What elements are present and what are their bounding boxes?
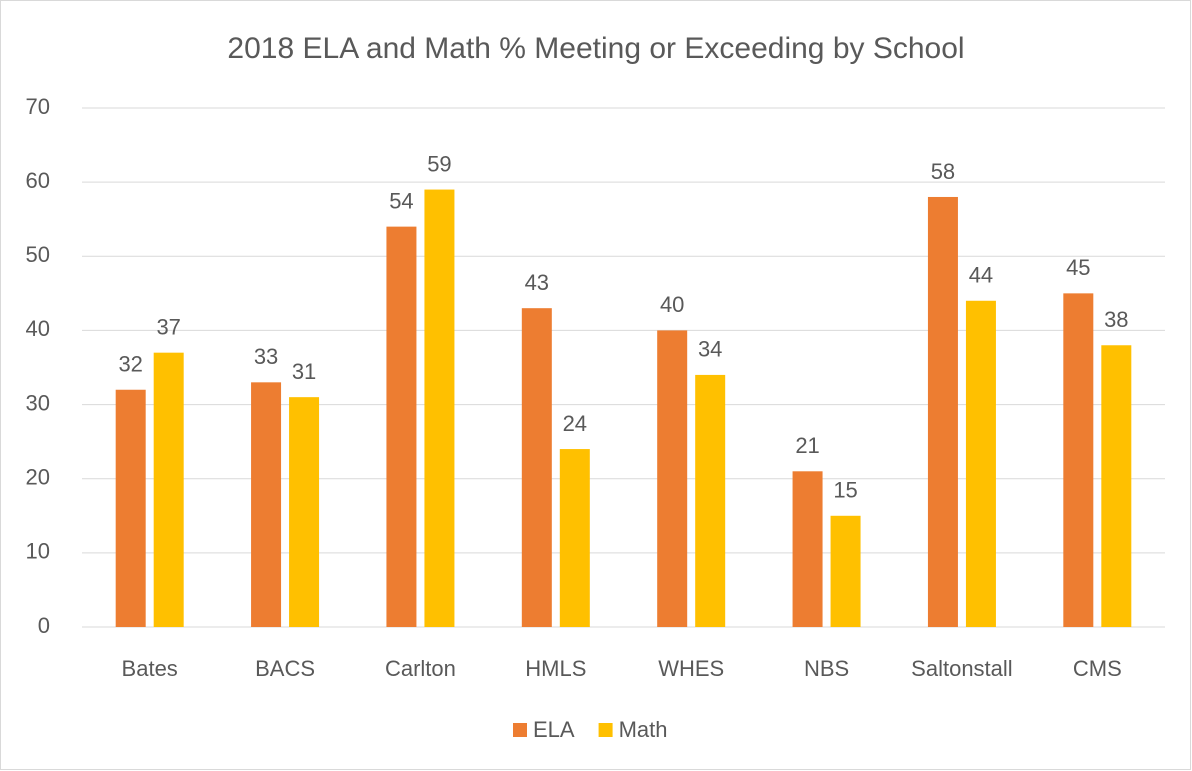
data-label: 40 bbox=[660, 292, 684, 317]
y-tick-label: 70 bbox=[26, 94, 50, 119]
data-label: 37 bbox=[156, 314, 180, 339]
y-tick-label: 20 bbox=[26, 465, 50, 490]
bar bbox=[559, 449, 590, 627]
bar bbox=[521, 308, 552, 627]
data-label: 32 bbox=[118, 352, 142, 377]
bar bbox=[1063, 293, 1094, 627]
bar bbox=[115, 389, 146, 627]
x-tick-label: WHES bbox=[658, 656, 724, 681]
data-label: 38 bbox=[1104, 307, 1128, 332]
data-label: 43 bbox=[525, 270, 549, 295]
legend-swatch bbox=[513, 723, 527, 737]
bar bbox=[792, 471, 823, 627]
data-label: 31 bbox=[292, 359, 316, 384]
x-tick-label: BACS bbox=[255, 656, 315, 681]
data-label: 33 bbox=[254, 344, 278, 369]
data-label: 45 bbox=[1066, 255, 1090, 280]
bar bbox=[424, 189, 455, 628]
data-label: 59 bbox=[427, 151, 451, 176]
x-tick-label: Carlton bbox=[385, 656, 456, 681]
bar bbox=[927, 196, 958, 627]
bar bbox=[153, 352, 184, 627]
legend-label: ELA bbox=[533, 717, 575, 742]
data-label: 15 bbox=[833, 478, 857, 503]
y-tick-label: 50 bbox=[26, 242, 50, 267]
bar bbox=[695, 374, 726, 627]
data-label: 58 bbox=[931, 159, 955, 184]
data-label: 54 bbox=[389, 188, 413, 213]
bar bbox=[657, 330, 688, 627]
y-tick-label: 0 bbox=[38, 613, 50, 638]
x-tick-label: Bates bbox=[122, 656, 178, 681]
y-tick-label: 40 bbox=[26, 316, 50, 341]
legend-label: Math bbox=[619, 717, 668, 742]
data-label: 21 bbox=[795, 433, 819, 458]
x-tick-label: HMLS bbox=[525, 656, 586, 681]
x-tick-label: Saltonstall bbox=[911, 656, 1013, 681]
legend-swatch bbox=[598, 723, 613, 737]
bar bbox=[251, 382, 282, 627]
y-tick-label: 30 bbox=[26, 390, 50, 415]
data-label: 44 bbox=[969, 263, 993, 288]
chart-title: 2018 ELA and Math % Meeting or Exceeding… bbox=[227, 32, 964, 65]
bar bbox=[1101, 345, 1132, 627]
y-tick-label: 60 bbox=[26, 168, 50, 193]
x-tick-label: NBS bbox=[804, 656, 849, 681]
data-label: 34 bbox=[698, 337, 722, 362]
data-label: 24 bbox=[563, 411, 587, 436]
bar bbox=[386, 226, 417, 627]
y-tick-label: 10 bbox=[26, 539, 50, 564]
bar bbox=[830, 515, 861, 627]
bar bbox=[965, 300, 996, 627]
x-tick-label: CMS bbox=[1073, 656, 1122, 681]
bar bbox=[289, 397, 320, 627]
